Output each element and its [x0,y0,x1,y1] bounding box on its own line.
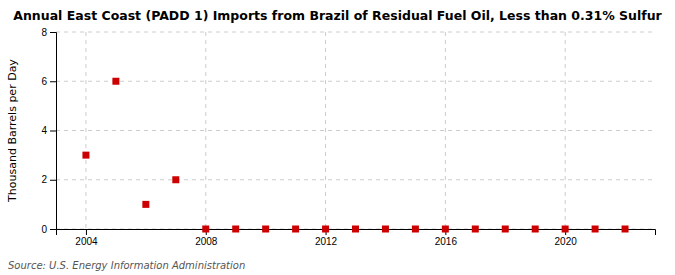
tick-label: 4 [41,125,47,136]
tick-mark [86,229,87,235]
source: Source: U.S. Energy Information Administ… [8,260,245,271]
tick-mark [50,32,56,33]
tick: 8 [41,27,56,38]
point [352,226,359,233]
title: Annual East Coast (PADD 1) Imports from … [13,8,662,23]
point [472,226,479,233]
point [622,226,629,233]
tick: 2 [41,174,56,185]
tick-mark [50,131,56,132]
tick-label: 2 [41,174,47,185]
point [442,226,449,233]
tick-label: 2008 [195,236,218,247]
tick-label: 8 [41,27,47,38]
point [412,226,419,233]
tick-label: 0 [41,224,47,235]
tick-label: 6 [41,76,47,87]
point [232,226,239,233]
y-axis-label: Thousand Barrels per Day [6,59,19,203]
point [502,226,509,233]
point [172,176,179,183]
plot: 2004 2008 2012 2016 2020 0 2 4 6 8 [41,27,655,247]
grid-line [325,32,326,229]
point [82,152,89,159]
point [382,226,389,233]
point [292,226,299,233]
point [562,226,569,233]
grid-line [85,32,86,229]
tick: 6 [41,76,56,87]
point [262,226,269,233]
tick: 4 [41,125,56,136]
chart: Annual East Coast (PADD 1) Imports from … [0,0,675,275]
grid-line [445,32,446,229]
point [202,226,209,233]
grid-line [205,32,206,229]
point [142,201,149,208]
axis-line [50,33,57,230]
tick-label: 2020 [555,236,578,247]
tick-label: 2004 [75,236,98,247]
tick-mark [50,180,56,181]
tick-mark [50,81,56,82]
tick-label: 2012 [315,236,338,247]
point [322,226,329,233]
point [592,226,599,233]
point [532,226,539,233]
grid-line [565,32,566,229]
tick: 0 [41,224,56,235]
grid [56,32,655,229]
y-axis: 0 2 4 6 8 [41,27,56,235]
tick: 2004 [75,229,98,247]
point [112,78,119,85]
tick-mark [50,229,56,230]
tick-label: 2016 [435,236,458,247]
points [82,78,628,233]
